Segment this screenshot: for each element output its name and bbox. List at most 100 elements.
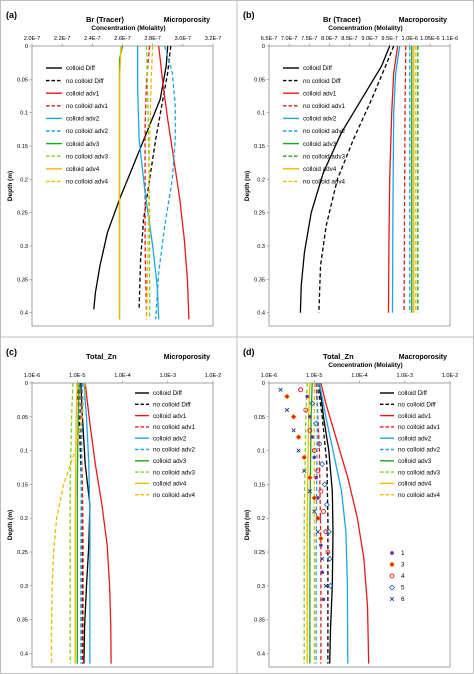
series-line-no-colloid-adv1 <box>78 383 84 664</box>
data-point-6 <box>291 428 296 433</box>
x-tick-label: 9.5E-7 <box>381 36 397 42</box>
legend-label: colloid adv1 <box>153 413 187 420</box>
panel-label: (a) <box>6 10 17 20</box>
plot-area <box>268 45 451 327</box>
y-tick-label: 0.2 <box>20 516 28 522</box>
data-point-6 <box>320 556 325 561</box>
chart-subtitle: Macroporosity <box>399 354 447 361</box>
legend-label: colloid adv4 <box>66 166 100 173</box>
data-point-6 <box>312 509 317 514</box>
y-tick-label: 0.25 <box>254 211 265 217</box>
x-tick-label: 1.1E-6 <box>442 36 458 42</box>
legend-label: no colloid adv4 <box>153 492 196 499</box>
x-axis-label: Concentration (Molality) <box>91 25 165 32</box>
data-point-4 <box>307 427 313 433</box>
y-tick-label: 0.2 <box>257 177 265 183</box>
x-axis-label: Concentration (Molality) <box>328 25 402 32</box>
legend-label: no colloid adv4 <box>398 492 441 499</box>
data-point-1 <box>310 435 314 439</box>
data-point-4 <box>325 549 331 555</box>
data-point-5 <box>321 481 328 488</box>
y-axis-label: Depth (m) <box>7 171 14 201</box>
legend-marker <box>389 584 395 591</box>
legend-label: colloid Diff <box>303 65 332 72</box>
legend-label: colloid adv2 <box>153 435 187 442</box>
y-tick-label: 0 <box>262 381 265 387</box>
y-tick-label: 0 <box>25 44 28 50</box>
series-line-colloid-adv3 <box>76 383 80 664</box>
data-point-5 <box>313 420 320 427</box>
series-line-colloid-diff <box>318 383 334 664</box>
legend-label: colloid adv4 <box>153 481 187 488</box>
x-tick-label: 2.6E-7 <box>114 36 130 42</box>
legend-label: no colloid adv1 <box>303 103 346 110</box>
x-tick-label: 7.5E-7 <box>301 36 317 42</box>
legend-marker <box>389 573 395 579</box>
data-point-1 <box>314 475 318 480</box>
data-point-1 <box>308 415 312 419</box>
legend-label: colloid adv1 <box>66 90 100 97</box>
legend-label: colloid adv1 <box>303 90 337 97</box>
data-point-5 <box>323 501 330 508</box>
y-tick-label: 0.1 <box>257 111 265 117</box>
x-tick-label: 1.0E-3 <box>160 373 176 379</box>
legend-marker <box>390 551 394 555</box>
panel-1: (a) Br (Tracer) MicroporosityConcentration… <box>6 10 221 327</box>
data-point-3 <box>314 515 321 522</box>
x-tick-label: 2.2E-7 <box>54 36 70 42</box>
data-point-6 <box>323 583 328 588</box>
legend-marker <box>389 596 395 602</box>
legend: colloid Diff no colloid Diff colloid adv1 n… <box>283 65 346 186</box>
legend-label: colloid adv2 <box>303 116 337 123</box>
legend-label: colloid adv3 <box>398 458 432 465</box>
legend-label: colloid Diff <box>66 65 95 72</box>
series-line-colloid-adv2 <box>391 46 401 313</box>
legend-marker <box>388 561 396 568</box>
legend-label: colloid Diff <box>398 390 427 397</box>
x-tick-label: 1.0E-6 <box>261 373 277 379</box>
data-point-3 <box>295 434 302 441</box>
data-point-3 <box>290 413 297 420</box>
chart-subtitle: Microporosity <box>164 354 210 361</box>
x-tick-label: 8.5E-7 <box>341 36 357 42</box>
data-point-1 <box>305 394 310 399</box>
y-tick-label: 0.15 <box>254 144 265 150</box>
data-point-4 <box>298 387 304 393</box>
x-tick-label: 2.8E-7 <box>144 36 160 42</box>
legend-label: no colloid adv1 <box>153 424 196 431</box>
legend-label: 5 <box>401 585 405 592</box>
data-point-3 <box>317 535 324 542</box>
legend-label: no colloid adv2 <box>398 447 441 454</box>
legend-label: no colloid adv4 <box>66 179 109 186</box>
data-point-4 <box>323 529 329 535</box>
legend-label: no colloid adv2 <box>153 447 196 454</box>
y-tick-label: 0.35 <box>254 618 265 624</box>
series-line-colloid-adv1 <box>158 46 190 320</box>
series-group <box>278 383 370 664</box>
series-line-no-colloid-diff <box>138 46 172 310</box>
panel-label: (c) <box>6 347 17 357</box>
y-tick-label: 0.3 <box>257 244 265 250</box>
series-line-colloid-adv3 <box>309 383 313 664</box>
series-line-colloid-adv4 <box>118 46 122 320</box>
data-point-1 <box>312 455 317 460</box>
legend-label: no colloid adv2 <box>303 128 346 135</box>
legend-label: no colloid adv3 <box>66 153 109 160</box>
data-point-5 <box>327 582 334 589</box>
data-point-3 <box>283 393 291 400</box>
y-tick-label: 0.25 <box>17 550 28 556</box>
data-point-6 <box>315 529 320 534</box>
series-line-no-colloid-adv4 <box>50 383 86 664</box>
x-tick-label: 9.0E-7 <box>361 36 377 42</box>
series-group <box>50 383 112 664</box>
y-tick-label: 0.3 <box>20 244 28 250</box>
chart-subtitle: Macroporosity <box>399 17 447 24</box>
y-tick-label: 0.15 <box>254 482 265 488</box>
series-line-no-colloid-adv1 <box>403 46 407 313</box>
legend: colloid Diff no colloid Diff colloid adv1 n… <box>380 390 441 603</box>
x-tick-label: 2.0E-7 <box>24 36 40 42</box>
legend-label: colloid adv1 <box>398 413 432 420</box>
data-point-5 <box>325 528 332 535</box>
x-tick-label: 1.0E-4 <box>114 373 130 379</box>
